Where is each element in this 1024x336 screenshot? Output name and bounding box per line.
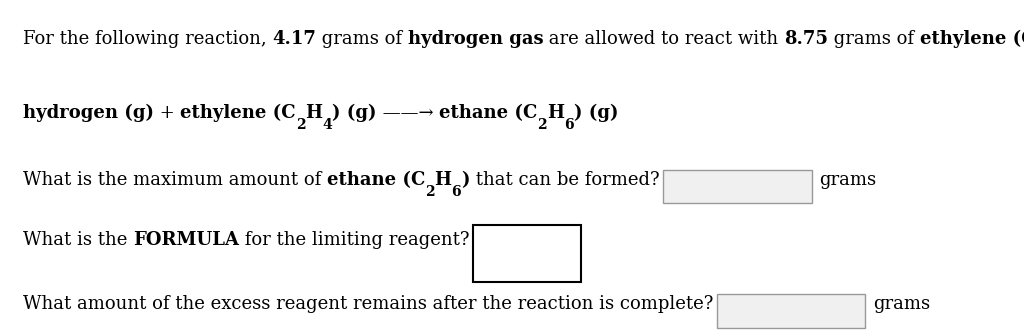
Text: that can be formed?: that can be formed? bbox=[470, 171, 659, 189]
Text: FORMULA: FORMULA bbox=[133, 231, 239, 249]
Text: ethylene (C: ethylene (C bbox=[920, 30, 1024, 48]
Text: 2: 2 bbox=[425, 185, 434, 200]
Text: 4: 4 bbox=[538, 250, 550, 268]
Text: H: H bbox=[434, 171, 452, 189]
Text: 6: 6 bbox=[564, 118, 573, 132]
Text: 3.54: 3.54 bbox=[723, 295, 763, 313]
Text: ): ) bbox=[461, 171, 470, 189]
Text: grams: grams bbox=[872, 295, 930, 313]
Text: grams of: grams of bbox=[315, 30, 408, 48]
Text: 4: 4 bbox=[323, 118, 332, 132]
Text: ) (g): ) (g) bbox=[573, 103, 618, 122]
Text: ethylene (C: ethylene (C bbox=[180, 103, 296, 122]
Text: H: H bbox=[305, 103, 323, 122]
Text: are allowed to react with: are allowed to react with bbox=[543, 30, 784, 48]
Text: What amount of the excess reagent remains after the reaction is complete?: What amount of the excess reagent remain… bbox=[23, 295, 713, 313]
Text: ) (g): ) (g) bbox=[332, 103, 377, 122]
Text: For the following reaction,: For the following reaction, bbox=[23, 30, 272, 48]
Text: 4.17: 4.17 bbox=[272, 30, 315, 48]
Text: ethane (C: ethane (C bbox=[439, 103, 538, 122]
Text: 6: 6 bbox=[452, 185, 461, 200]
Text: 2: 2 bbox=[502, 250, 514, 268]
Text: H: H bbox=[547, 103, 564, 122]
Text: 8.75: 8.75 bbox=[784, 30, 828, 48]
Text: grams: grams bbox=[819, 171, 877, 189]
Text: hydrogen (g): hydrogen (g) bbox=[23, 103, 154, 122]
Text: hydrogen gas: hydrogen gas bbox=[408, 30, 543, 48]
Text: 2: 2 bbox=[538, 118, 547, 132]
Text: What is the maximum amount of: What is the maximum amount of bbox=[23, 171, 327, 189]
Text: C: C bbox=[481, 229, 502, 254]
Text: +: + bbox=[154, 103, 180, 122]
Text: 2: 2 bbox=[296, 118, 305, 132]
Text: for the limiting reagent?: for the limiting reagent? bbox=[239, 231, 469, 249]
Text: What is the: What is the bbox=[23, 231, 133, 249]
Text: ——→: ——→ bbox=[377, 103, 439, 122]
Text: H: H bbox=[514, 229, 538, 254]
Text: grams of: grams of bbox=[828, 30, 920, 48]
Text: 18.8: 18.8 bbox=[670, 171, 710, 189]
Text: ethane (C: ethane (C bbox=[327, 171, 425, 189]
